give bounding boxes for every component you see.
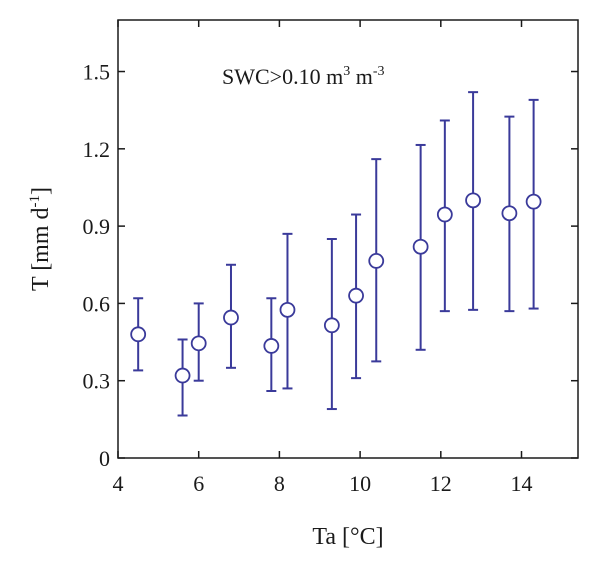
x-tick-label: 10 bbox=[349, 471, 371, 496]
data-series bbox=[130, 91, 542, 417]
x-tick-label: 8 bbox=[274, 471, 285, 496]
data-point bbox=[279, 301, 296, 318]
y-tick-label: 0.6 bbox=[83, 291, 111, 316]
data-point bbox=[223, 309, 239, 326]
y-axis-label: T [mm d-1] bbox=[27, 187, 54, 291]
y-axis-label-close: ] bbox=[28, 187, 54, 195]
data-point bbox=[190, 335, 207, 352]
data-point bbox=[412, 238, 429, 255]
x-tick-label: 6 bbox=[193, 471, 204, 496]
y-tick-label: 1.5 bbox=[83, 60, 111, 85]
annotation-sup-2: -3 bbox=[373, 64, 385, 79]
data-point bbox=[368, 252, 385, 269]
y-axis-ticks: 0 0.3 0.6 0.9 1.2 1.5 bbox=[83, 60, 578, 471]
y-tick-label: 1.2 bbox=[83, 137, 111, 162]
data-point bbox=[501, 205, 518, 222]
data-point bbox=[174, 367, 191, 384]
data-point bbox=[525, 193, 542, 210]
y-tick-label: 0 bbox=[99, 446, 110, 471]
x-tick-label: 14 bbox=[511, 471, 533, 496]
x-axis-label: Ta [°C] bbox=[312, 524, 383, 550]
y-tick-label: 0.9 bbox=[83, 214, 111, 239]
data-point bbox=[348, 287, 364, 304]
data-point bbox=[465, 192, 481, 209]
annotation-mid: m bbox=[350, 64, 373, 89]
annotation-sup-1: 3 bbox=[343, 64, 350, 79]
data-point bbox=[436, 206, 453, 223]
plot-frame bbox=[117, 19, 579, 459]
data-point bbox=[130, 326, 147, 343]
x-tick-label: 12 bbox=[430, 471, 452, 496]
annotation: SWC>0.10 m3 m-3 bbox=[222, 64, 385, 89]
data-point bbox=[263, 338, 280, 354]
y-tick-label: 0.3 bbox=[83, 369, 111, 394]
y-axis-label-sup: -1 bbox=[27, 195, 43, 208]
data-point bbox=[323, 317, 340, 334]
x-axis-ticks: 4 6 8 10 12 14 bbox=[113, 20, 533, 496]
x-tick-label: 4 bbox=[113, 471, 124, 496]
